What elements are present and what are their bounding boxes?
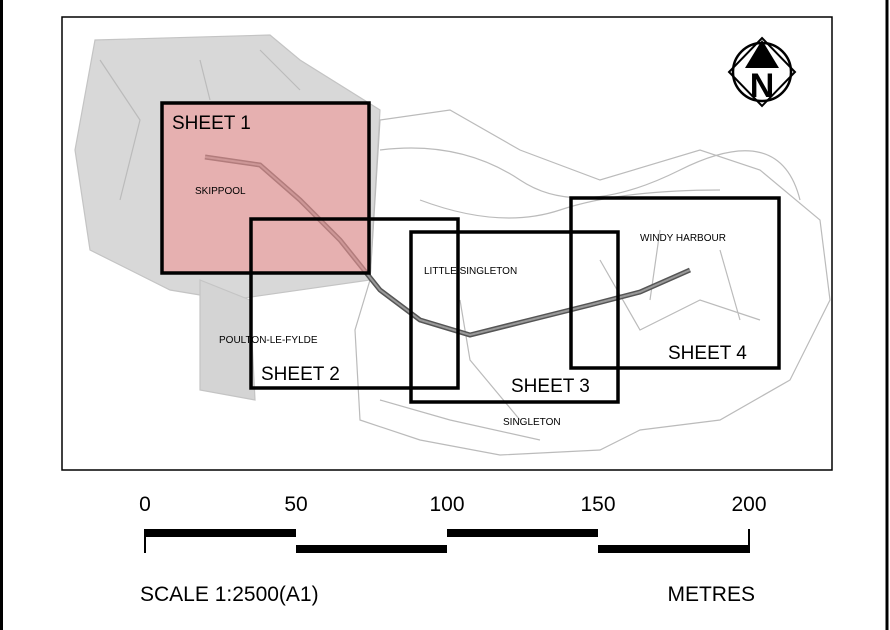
north-label: N <box>750 67 775 105</box>
sheet-frame <box>409 230 620 404</box>
scale-units: METRES <box>667 583 755 606</box>
sheet-label: SHEET 1 <box>172 113 251 134</box>
scale-segment <box>296 545 447 553</box>
place-label: POULTON-LE-FYLDE <box>219 335 318 346</box>
scale-tick-label: 100 <box>429 493 464 516</box>
sheet-frame <box>160 101 371 275</box>
scale-bar: 0 50 100 150 200 <box>139 493 767 553</box>
scale-tick-label: 150 <box>580 493 615 516</box>
scale-segment <box>598 545 749 553</box>
north-arrow: N <box>727 36 797 108</box>
sheets <box>160 101 781 404</box>
place-label: SKIPPOOL <box>195 186 246 197</box>
sheet-label: SHEET 3 <box>511 376 590 397</box>
scale-segment <box>145 529 296 537</box>
place-label: LITTLE SINGLETON <box>424 266 517 277</box>
place-label: WINDY HARBOUR <box>640 233 726 244</box>
scale-tick-label: 0 <box>139 493 151 516</box>
sheet-label: SHEET 4 <box>668 343 747 364</box>
scale-tick-label: 200 <box>731 493 766 516</box>
scale-label: SCALE 1:2500(A1) <box>140 583 319 606</box>
sheet-label: SHEET 2 <box>261 364 340 385</box>
place-label: SINGLETON <box>503 417 561 428</box>
sheet-frame <box>569 196 781 370</box>
sheet-frame <box>249 217 460 390</box>
scale-segment <box>447 529 598 537</box>
scale-tick-label: 50 <box>284 493 307 516</box>
